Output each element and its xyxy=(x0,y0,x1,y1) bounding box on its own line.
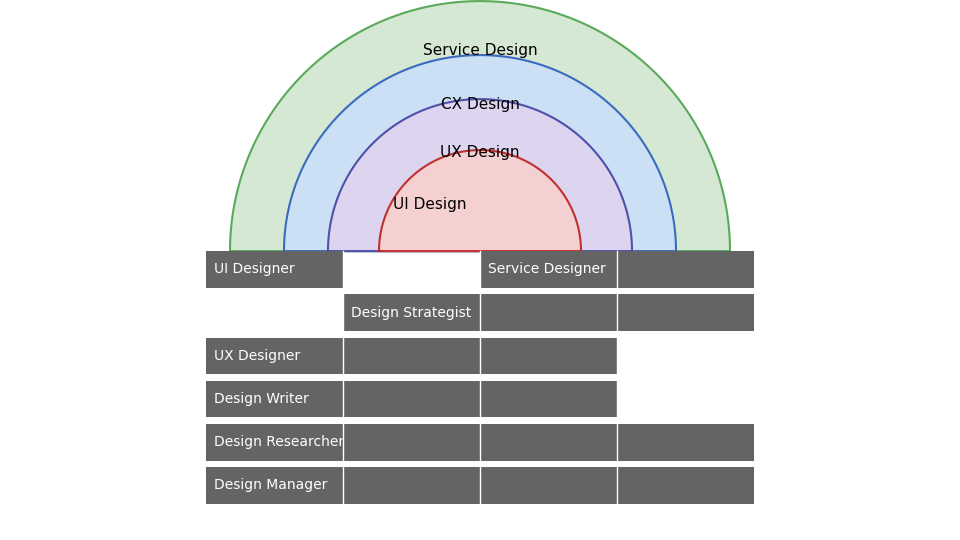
Bar xyxy=(206,417,344,424)
Text: UI Designer: UI Designer xyxy=(214,262,295,276)
Bar xyxy=(344,374,480,381)
Bar xyxy=(206,381,616,417)
Bar xyxy=(480,374,616,381)
Bar xyxy=(616,417,754,424)
Text: UI Design: UI Design xyxy=(394,198,467,213)
Bar xyxy=(206,467,754,504)
Bar xyxy=(616,331,754,338)
Bar xyxy=(480,331,616,338)
Text: Design Manager: Design Manager xyxy=(214,478,327,492)
Text: Service Designer: Service Designer xyxy=(488,262,606,276)
Bar xyxy=(206,288,344,294)
Bar xyxy=(344,461,480,467)
Bar xyxy=(480,288,616,294)
Bar xyxy=(206,251,344,288)
Bar xyxy=(616,288,754,294)
Bar xyxy=(206,374,344,381)
Bar xyxy=(344,294,754,331)
Text: Service Design: Service Design xyxy=(422,43,538,57)
Text: Design Strategist: Design Strategist xyxy=(351,306,471,320)
Bar xyxy=(206,461,344,467)
Polygon shape xyxy=(379,150,581,251)
Bar xyxy=(344,331,480,338)
Text: Design Researcher: Design Researcher xyxy=(214,435,345,449)
Text: Design Writer: Design Writer xyxy=(214,392,309,406)
Polygon shape xyxy=(328,99,632,251)
Bar xyxy=(206,331,344,338)
Text: UX Design: UX Design xyxy=(441,145,519,159)
Text: UX Designer: UX Designer xyxy=(214,349,300,363)
Bar xyxy=(480,461,616,467)
Bar xyxy=(206,424,754,461)
Bar xyxy=(480,251,754,288)
Bar xyxy=(344,288,480,294)
Bar xyxy=(616,374,754,381)
Polygon shape xyxy=(230,1,730,251)
Bar xyxy=(616,461,754,467)
Polygon shape xyxy=(284,55,676,251)
Text: CX Design: CX Design xyxy=(441,98,519,112)
Bar xyxy=(480,417,616,424)
Bar xyxy=(344,417,480,424)
Bar xyxy=(206,338,616,374)
